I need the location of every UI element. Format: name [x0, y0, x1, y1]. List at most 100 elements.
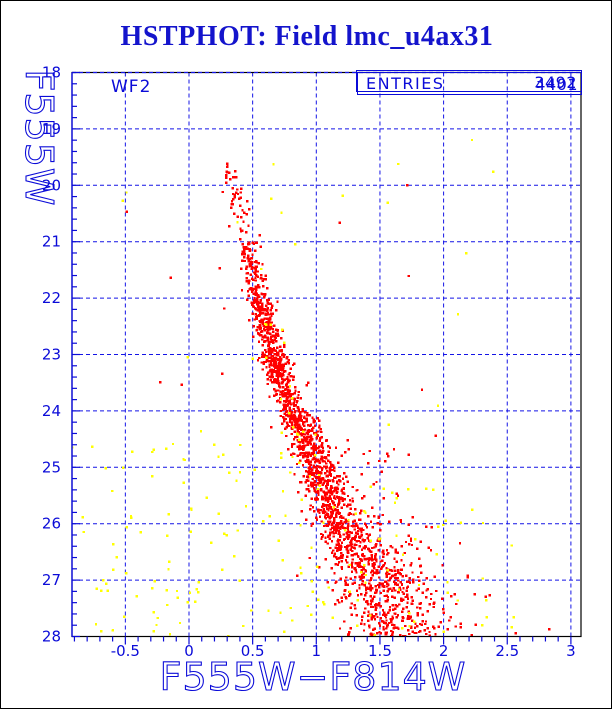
- star-point-red: [354, 508, 357, 511]
- star-point-red: [385, 613, 388, 617]
- star-point-red: [321, 483, 324, 486]
- star-point-red: [279, 385, 282, 389]
- star-point-red: [284, 417, 288, 421]
- star-point-red: [231, 198, 235, 201]
- star-point-red: [372, 633, 375, 636]
- star-point-red: [243, 259, 246, 263]
- star-point-red: [328, 471, 331, 474]
- star-point-red: [282, 363, 285, 366]
- star-point-red: [322, 524, 326, 528]
- star-point-yellow: [225, 533, 228, 537]
- star-point-yellow: [190, 507, 193, 510]
- star-point-red: [398, 586, 402, 589]
- star-point-red: [285, 384, 288, 387]
- star-point-red: [322, 478, 325, 481]
- star-point-red: [388, 621, 391, 625]
- star-point-red: [282, 374, 285, 377]
- star-point-red: [330, 486, 333, 490]
- star-point-yellow: [94, 623, 98, 626]
- star-point-red: [405, 184, 409, 187]
- star-point-red: [292, 438, 296, 441]
- star-point-red: [293, 430, 296, 433]
- star-point-red: [290, 421, 294, 424]
- star-point-red: [269, 302, 272, 305]
- star-point-red: [368, 579, 372, 582]
- star-point-red: [459, 626, 463, 629]
- star-point-red: [459, 622, 462, 625]
- star-point-red: [384, 600, 387, 603]
- star-point-red: [353, 528, 357, 531]
- star-point-red: [252, 242, 256, 246]
- star-point-red: [365, 558, 368, 561]
- star-point-red: [455, 602, 458, 606]
- y-tick-label: 22: [42, 289, 61, 307]
- star-point-red: [396, 605, 399, 608]
- star-point-red: [415, 631, 418, 635]
- star-point-red: [325, 467, 328, 470]
- star-point-yellow: [150, 450, 154, 454]
- star-point-red: [243, 251, 246, 254]
- star-point-red: [297, 390, 301, 394]
- star-point-red: [309, 434, 312, 437]
- star-point-red: [283, 343, 286, 346]
- star-point-red: [318, 426, 321, 429]
- star-point-yellow: [456, 599, 460, 602]
- star-point-red: [420, 571, 423, 574]
- star-point-red: [340, 554, 343, 558]
- star-point-red: [257, 356, 261, 360]
- star-point-red: [251, 287, 254, 290]
- star-point-red: [377, 622, 381, 625]
- star-point-red: [349, 593, 352, 596]
- star-point-red: [357, 555, 360, 558]
- star-point-red: [289, 415, 292, 418]
- star-point-red: [355, 543, 358, 547]
- star-point-red: [281, 422, 284, 425]
- star-point-red: [326, 507, 330, 511]
- star-point-red: [282, 365, 285, 368]
- star-point-yellow: [228, 471, 231, 474]
- star-point-red: [381, 584, 384, 588]
- star-point-red: [395, 560, 398, 563]
- star-point-red: [381, 513, 385, 517]
- star-point-red: [360, 559, 363, 562]
- star-point-red: [296, 454, 299, 458]
- star-point-red: [332, 502, 335, 505]
- star-point-red: [268, 370, 271, 373]
- y-tick-label: 19: [42, 120, 61, 138]
- star-point-red: [258, 308, 261, 311]
- star-point-red: [299, 453, 302, 456]
- star-point-red: [389, 545, 393, 548]
- star-point-red: [345, 545, 349, 548]
- star-point-red: [353, 543, 356, 547]
- star-point-red: [296, 399, 299, 403]
- star-point-red: [300, 510, 304, 513]
- star-point-yellow: [369, 485, 372, 489]
- star-point-red: [319, 479, 323, 482]
- star-point-red: [275, 392, 278, 396]
- star-point-red: [271, 348, 275, 352]
- star-point-red: [220, 372, 224, 375]
- star-point-yellow: [166, 603, 169, 607]
- star-point-yellow: [327, 586, 330, 589]
- star-point-red: [240, 216, 243, 219]
- star-point-red: [376, 522, 379, 525]
- star-point-yellow: [360, 571, 363, 574]
- star-point-red: [323, 456, 326, 459]
- star-point-red: [260, 330, 263, 334]
- y-tick-label: 21: [42, 233, 61, 251]
- star-point-red: [409, 539, 413, 543]
- star-point-red: [256, 295, 259, 299]
- star-point-yellow: [299, 572, 303, 575]
- star-point-red: [334, 446, 338, 450]
- star-point-red: [381, 550, 384, 554]
- star-point-red: [326, 481, 329, 484]
- star-point-red: [304, 444, 307, 447]
- star-point-red: [297, 427, 301, 431]
- star-point-red: [350, 545, 353, 549]
- star-point-red: [260, 307, 263, 310]
- star-point-red: [290, 443, 294, 446]
- star-point-red: [259, 245, 262, 249]
- star-point-red: [223, 307, 226, 310]
- star-point-red: [270, 354, 274, 358]
- star-point-red: [396, 576, 400, 580]
